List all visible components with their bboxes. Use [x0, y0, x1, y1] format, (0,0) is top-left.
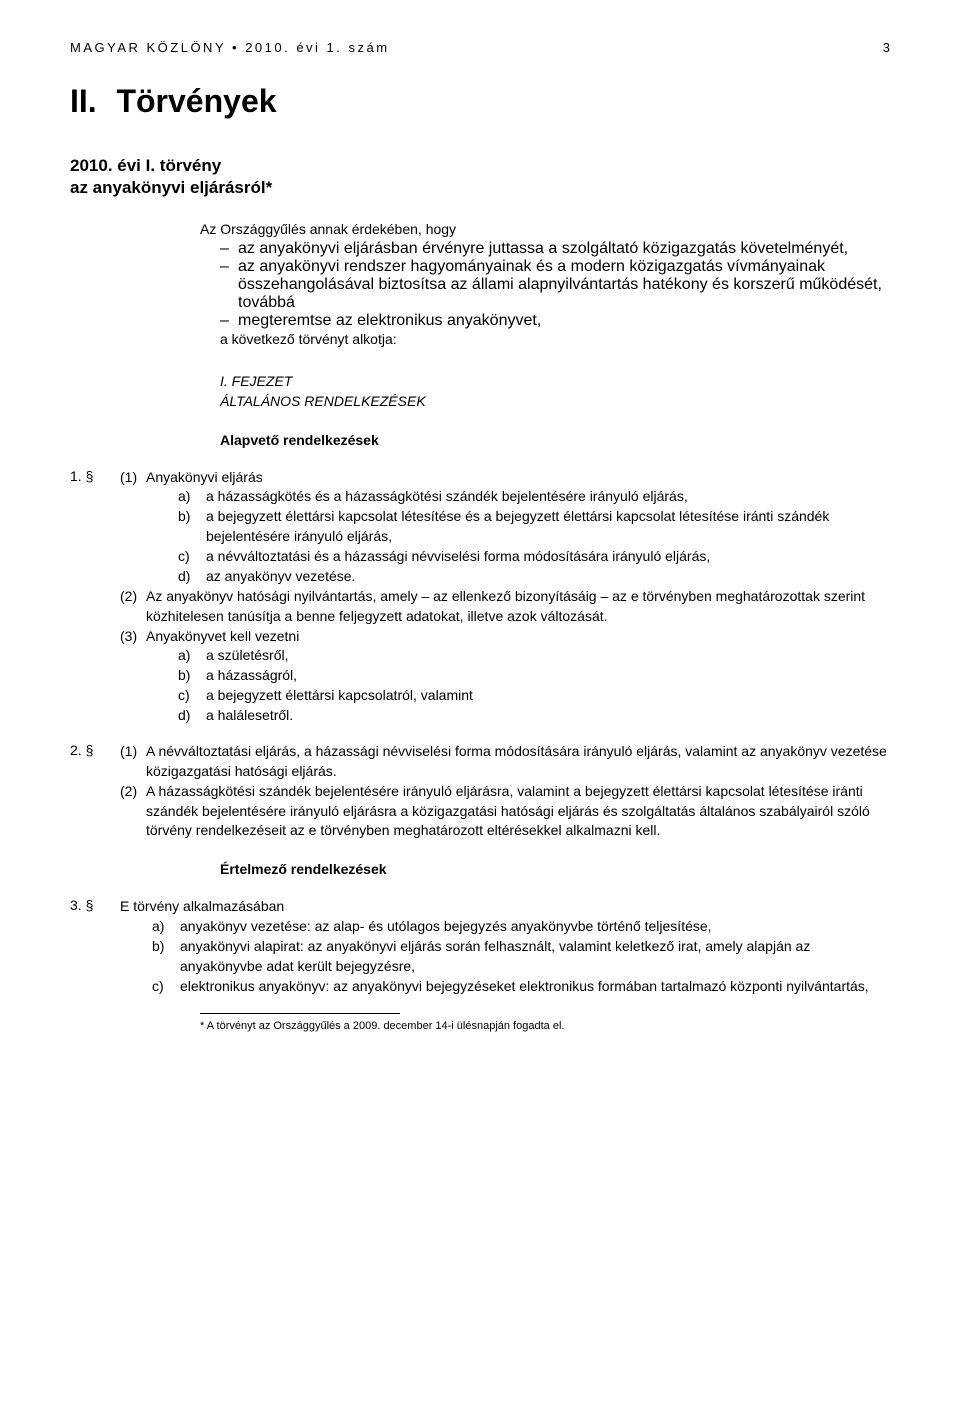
subsection: (1) A névváltoztatási eljárás, a házassá… — [120, 742, 890, 782]
letter-marker: a) — [178, 646, 206, 666]
dash-text: megteremtse az elektronikus anyakönyvet, — [238, 312, 890, 330]
section-body: (1) Anyakönyvi eljárás a)a házasságkötés… — [120, 468, 890, 726]
letter-item: c)a bejegyzett élettársi kapcsolatról, v… — [178, 686, 890, 706]
subsection: (2) A házasságkötési szándék bejelentésé… — [120, 782, 890, 842]
chapter-line-2: ÁLTALÁNOS RENDELKEZÉSEK — [220, 392, 890, 412]
subheading-basic-provisions: Alapvető rendelkezések — [220, 432, 890, 448]
letter-item: b)a házasságról, — [178, 666, 890, 686]
dash-text: az anyakönyvi eljárásban érvényre juttas… — [238, 240, 890, 258]
letter-marker: b) — [178, 507, 206, 547]
letter-text: a házasságról, — [206, 666, 890, 686]
letter-text: az anyakönyv vezetése. — [206, 567, 890, 587]
subsection-text: Anyakönyvi eljárás a)a házasságkötés és … — [146, 468, 890, 587]
letter-item: b)anyakönyvi alapirat: az anyakönyvi elj… — [152, 937, 890, 977]
letter-text: anyakönyvi alapirat: az anyakönyvi eljár… — [180, 937, 890, 977]
issue-label: 2010. évi 1. szám — [245, 40, 389, 55]
part-roman-numeral: II. — [70, 83, 112, 120]
subsection-number: (2) — [120, 587, 146, 627]
letter-item: b)a bejegyzett élettársi kapcsolat létes… — [178, 507, 890, 547]
letter-item: d)a halálesetről. — [178, 706, 890, 726]
dash-item: – az anyakönyvi rendszer hagyományainak … — [220, 258, 890, 312]
part-title: Törvények — [116, 83, 276, 120]
letter-text: a halálesetről. — [206, 706, 890, 726]
letter-text: anyakönyv vezetése: az alap- és utólagos… — [180, 917, 890, 937]
letter-text: a bejegyzett élettársi kapcsolatról, val… — [206, 686, 890, 706]
section-body: E törvény alkalmazásában a)anyakönyv vez… — [120, 897, 890, 996]
law-number: 2010. évi I. törvény — [70, 156, 890, 176]
page-number: 3 — [883, 40, 890, 55]
letter-text: a születésről, — [206, 646, 890, 666]
letter-item: a)anyakönyv vezetése: az alap- és utólag… — [152, 917, 890, 937]
letter-marker: c) — [152, 977, 180, 997]
subsection-intro: Anyakönyvet kell vezetni — [146, 628, 299, 644]
dash-marker-icon: – — [220, 258, 238, 312]
subsection-text: A névváltoztatási eljárás, a házassági n… — [146, 742, 890, 782]
letter-list: a)anyakönyv vezetése: az alap- és utólag… — [152, 917, 890, 997]
letter-list: a)a házasságkötés és a házasságkötési sz… — [178, 487, 890, 586]
section-1: 1. § (1) Anyakönyvi eljárás a)a házasság… — [70, 468, 890, 726]
letter-text: elektronikus anyakönyv: az anyakönyvi be… — [180, 977, 890, 997]
preamble-dash-list: – az anyakönyvi eljárásban érvényre jutt… — [220, 240, 890, 330]
subsection-number: (1) — [120, 742, 146, 782]
subsection-intro: Anyakönyvi eljárás — [146, 469, 263, 485]
preamble-intro: Az Országgyűlés annak érdekében, hogy — [200, 220, 890, 240]
subsection-number: (2) — [120, 782, 146, 842]
letter-list: a)a születésről, b)a házasságról, c)a be… — [178, 646, 890, 726]
subsection: (1) Anyakönyvi eljárás a)a házasságkötés… — [120, 468, 890, 587]
section-number: 3. § — [70, 897, 120, 996]
bullet-separator: • — [232, 40, 245, 55]
dash-marker-icon: – — [220, 240, 238, 258]
publication-name: MAGYAR KÖZLÖNY — [70, 40, 226, 55]
letter-marker: b) — [152, 937, 180, 977]
part-heading: II. Törvények — [70, 83, 890, 120]
letter-marker: d) — [178, 706, 206, 726]
subsection-text: Anyakönyvet kell vezetni a)a születésről… — [146, 627, 890, 726]
chapter-line-1: I. FEJEZET — [220, 372, 890, 392]
subsection-number: (1) — [120, 468, 146, 587]
section-number: 1. § — [70, 468, 120, 726]
letter-marker: c) — [178, 547, 206, 567]
letter-marker: a) — [178, 487, 206, 507]
dash-item: – az anyakönyvi eljárásban érvényre jutt… — [220, 240, 890, 258]
letter-item: d)az anyakönyv vezetése. — [178, 567, 890, 587]
letter-item: a)a házasságkötés és a házasságkötési sz… — [178, 487, 890, 507]
dash-marker-icon: – — [220, 312, 238, 330]
law-title: az anyakönyvi eljárásról* — [70, 178, 890, 198]
letter-item: c)elektronikus anyakönyv: az anyakönyvi … — [152, 977, 890, 997]
dash-item: – megteremtse az elektronikus anyakönyve… — [220, 312, 890, 330]
section-3: 3. § E törvény alkalmazásában a)anyaköny… — [70, 897, 890, 996]
subsection: (3) Anyakönyvet kell vezetni a)a születé… — [120, 627, 890, 726]
section-number: 2. § — [70, 742, 120, 841]
footnote-rule — [200, 1013, 400, 1014]
preamble-closing: a következő törvényt alkotja: — [220, 330, 890, 350]
letter-text: a bejegyzett élettársi kapcsolat létesít… — [206, 507, 890, 547]
letter-item: a)a születésről, — [178, 646, 890, 666]
letter-text: a házasságkötés és a házasságkötési szán… — [206, 487, 890, 507]
letter-text: a névváltoztatási és a házassági névvise… — [206, 547, 890, 567]
section-body: (1) A névváltoztatási eljárás, a házassá… — [120, 742, 890, 841]
letter-marker: c) — [178, 686, 206, 706]
subheading-definitions: Értelmező rendelkezések — [220, 861, 890, 877]
running-header: MAGYAR KÖZLÖNY • 2010. évi 1. szám 3 — [70, 40, 890, 55]
subsection-text: Az anyakönyv hatósági nyilvántartás, ame… — [146, 587, 890, 627]
subsection-number: (3) — [120, 627, 146, 726]
dash-text: az anyakönyvi rendszer hagyományainak és… — [238, 258, 890, 312]
subsection-text: A házasságkötési szándék bejelentésére i… — [146, 782, 890, 842]
footnote-text: * A törvényt az Országgyűlés a 2009. dec… — [200, 1020, 890, 1032]
letter-marker: b) — [178, 666, 206, 686]
section-2: 2. § (1) A névváltoztatási eljárás, a há… — [70, 742, 890, 841]
subsection: (2) Az anyakönyv hatósági nyilvántartás,… — [120, 587, 890, 627]
section-intro-text: E törvény alkalmazásában — [120, 897, 890, 917]
letter-marker: a) — [152, 917, 180, 937]
letter-marker: d) — [178, 567, 206, 587]
letter-item: c)a névváltoztatási és a házassági névvi… — [178, 547, 890, 567]
